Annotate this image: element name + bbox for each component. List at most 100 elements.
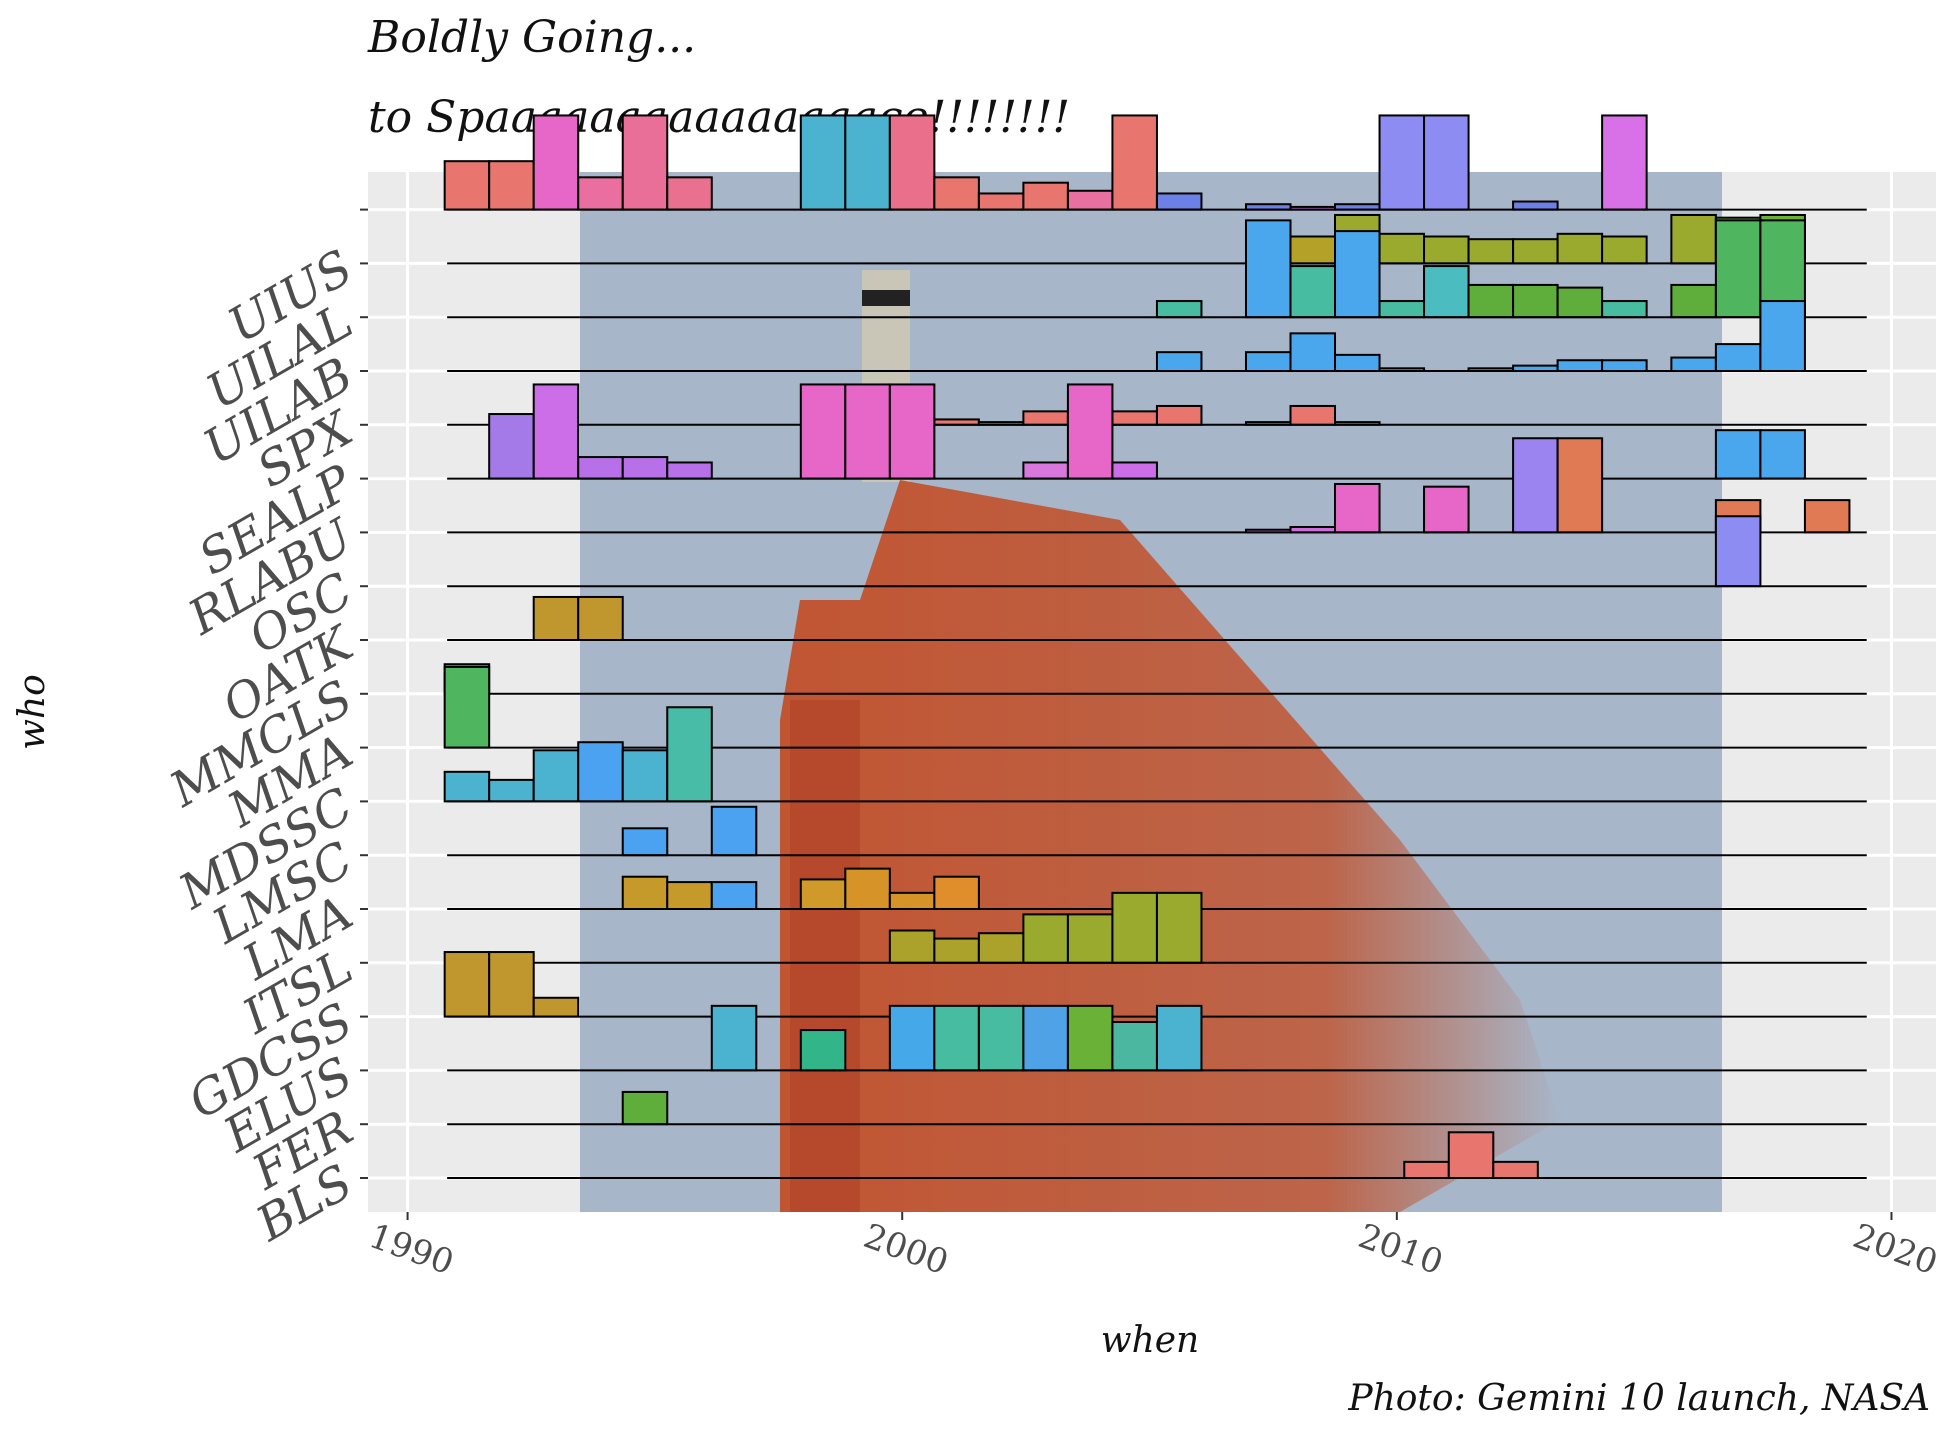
bar — [1512, 200, 1559, 211]
photo-rocket-band — [862, 290, 910, 306]
bar — [621, 114, 669, 211]
bar — [1670, 283, 1717, 319]
bar — [1111, 461, 1158, 480]
bar — [1512, 437, 1559, 534]
bar — [799, 1029, 847, 1072]
bar — [1670, 213, 1717, 265]
y-axis: BLSFERELUSGDCSSITSLLMALMSCMDSSCMMAMMCLSO… — [160, 208, 368, 1253]
chart-title: Boldly Going... — [368, 12, 697, 63]
ridge-sealp — [447, 383, 1867, 480]
bar — [1111, 1020, 1158, 1072]
bar — [799, 114, 847, 211]
ridge-oatk — [447, 595, 1867, 642]
bar — [1244, 219, 1292, 319]
bar — [621, 749, 669, 803]
bar — [1334, 482, 1381, 534]
bar — [577, 595, 624, 642]
bar — [1289, 332, 1337, 372]
bar — [488, 160, 535, 211]
bar — [933, 1004, 980, 1072]
bar — [1334, 353, 1381, 372]
bar — [1289, 404, 1337, 426]
bar — [621, 456, 669, 480]
bar — [1601, 359, 1648, 372]
ridge-uilal — [447, 219, 1867, 319]
bar — [1601, 114, 1648, 211]
bar — [532, 996, 580, 1018]
ridge-bls — [447, 1131, 1867, 1180]
bar — [888, 929, 936, 964]
bar — [710, 805, 758, 857]
ridge-elus — [447, 1004, 1867, 1072]
bar — [933, 176, 980, 211]
bar — [1378, 300, 1426, 319]
bar — [1155, 192, 1203, 211]
bar — [1022, 461, 1069, 480]
bar — [1289, 235, 1337, 265]
bar — [1334, 230, 1381, 319]
bar — [443, 160, 491, 211]
bar — [888, 383, 936, 480]
x-tick-label: 1990 — [364, 1216, 459, 1283]
x-tick-label: 2020 — [1848, 1216, 1936, 1283]
bar — [1512, 238, 1559, 265]
bar — [1423, 265, 1470, 319]
bar — [1423, 235, 1470, 265]
ridge-mdssc — [443, 706, 1867, 803]
bar — [1155, 1004, 1203, 1072]
x-tick-label: 2010 — [1353, 1216, 1448, 1283]
ridge-fer — [447, 1090, 1867, 1126]
bar — [888, 114, 936, 211]
ridge-lma — [447, 867, 1867, 911]
bar — [1155, 891, 1203, 964]
bar — [488, 413, 535, 480]
bar — [1423, 114, 1470, 211]
bar — [977, 1004, 1025, 1072]
bar — [443, 665, 491, 749]
bar — [1556, 286, 1604, 319]
bar — [1492, 1160, 1539, 1179]
bar — [799, 878, 847, 910]
bar — [1714, 515, 1762, 588]
y-axis-title: who — [12, 674, 53, 750]
bar — [1066, 1004, 1114, 1072]
bar — [888, 891, 936, 910]
ridge-itsl — [447, 891, 1867, 964]
bar — [488, 778, 535, 803]
bar — [1467, 283, 1515, 319]
bar — [1155, 351, 1203, 373]
bar — [1066, 913, 1114, 964]
bar — [1111, 891, 1158, 964]
photo-caption: Photo: Gemini 10 launch, NASA — [1348, 1378, 1930, 1419]
bar — [1714, 429, 1762, 480]
chart-subtitle: to Spaaaaaaaaaaaaaaace!!!!!!!! — [368, 92, 1071, 143]
bar — [532, 383, 580, 480]
bar — [1556, 232, 1604, 265]
x-axis: 1990 2000 2010 2020 — [364, 1212, 1936, 1283]
bar — [1759, 300, 1806, 372]
bar — [1759, 429, 1806, 480]
bar — [488, 951, 535, 1018]
x-axis-title: when — [1101, 1320, 1200, 1361]
ridge-top — [443, 114, 1867, 211]
photo-tower-column — [790, 700, 860, 1212]
ridge-osc — [447, 515, 1867, 588]
bar — [1289, 265, 1337, 319]
bar — [1403, 1160, 1450, 1179]
bar — [710, 1004, 758, 1072]
bar — [710, 881, 758, 910]
bar — [532, 595, 580, 642]
bar — [1512, 283, 1559, 319]
bar — [1155, 300, 1203, 319]
x-tick-label: 2000 — [858, 1216, 953, 1283]
bar — [1670, 356, 1717, 372]
bar — [1447, 1131, 1495, 1180]
bar — [1714, 219, 1762, 319]
bar — [1066, 189, 1114, 211]
bar — [1022, 913, 1069, 964]
bar — [1556, 437, 1604, 534]
bar — [666, 461, 713, 480]
bar — [1378, 114, 1426, 211]
bar — [443, 770, 491, 803]
